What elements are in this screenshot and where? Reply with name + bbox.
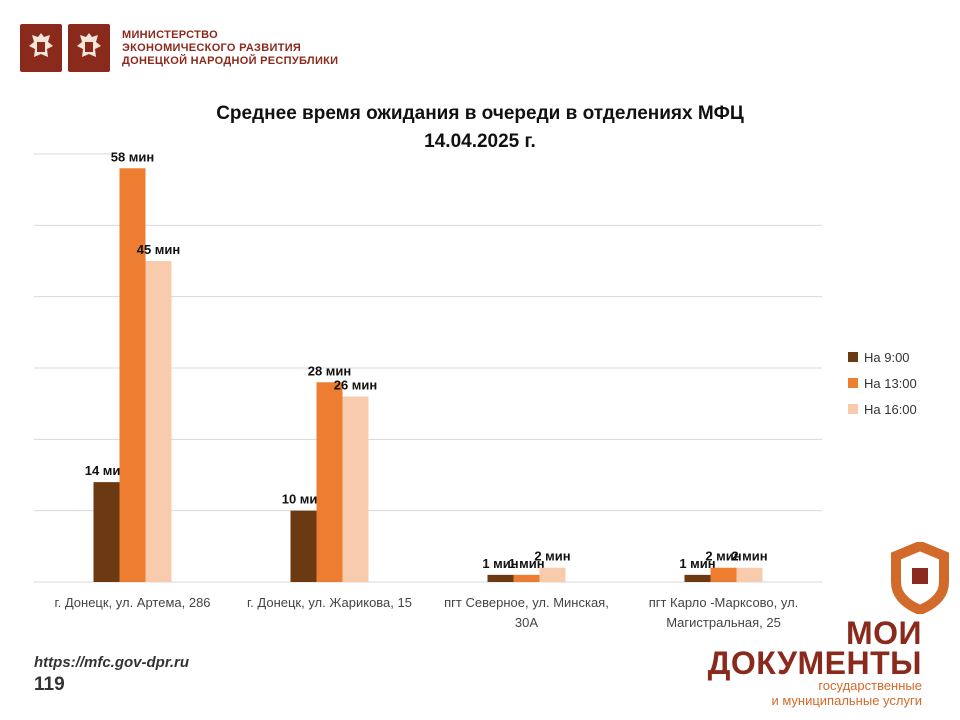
legend-swatch [848, 378, 858, 388]
category-label: пгт Карло -Марксово, ул. [649, 595, 799, 610]
coat-of-arms-icon [68, 24, 110, 72]
ministry-name: МИНИСТЕРСТВО ЭКОНОМИЧЕСКОГО РАЗВИТИЯ ДОН… [122, 29, 338, 68]
category-label: пгт Северное, ул. Минская, [444, 595, 609, 610]
ministry-line: ЭКОНОМИЧЕСКОГО РАЗВИТИЯ [122, 41, 302, 54]
bar [93, 482, 120, 582]
category-label: 30А [515, 615, 538, 630]
category-label: г. Донецк, ул. Артема, 286 [54, 595, 210, 610]
brand-subline: и муниципальные услуги [771, 693, 922, 708]
data-label: 58 мин [111, 149, 155, 164]
category-label: г. Донецк, ул. Жарикова, 15 [247, 595, 412, 610]
site-url: https://mfc.gov-dpr.ru [34, 654, 189, 671]
data-label: 1 мин [482, 556, 518, 571]
bar [710, 567, 737, 582]
chart-title-date: 14.04.2025 г. [424, 131, 536, 152]
legend-item: На 13:00 [848, 370, 917, 396]
ministry-line: МИНИСТЕРСТВО [122, 28, 218, 41]
legend-label: На 9:00 [864, 349, 910, 365]
data-label: 28 мин [308, 363, 352, 378]
ministry-line: ДОНЕЦКОЙ НАРОДНОЙ РЕСПУБЛИКИ [122, 54, 339, 67]
brand-subline: государственные [818, 678, 922, 693]
chart-title: Среднее время ожидания в очереди в отдел… [0, 100, 960, 156]
coat-of-arms-icon [20, 24, 62, 72]
brand-line: МОИ [845, 615, 922, 651]
bar [684, 574, 711, 582]
category-label: Магистральная, 25 [666, 615, 781, 630]
data-label: 45 мин [137, 242, 181, 257]
bar [290, 510, 317, 582]
moi-dokumenty-logo-icon [890, 540, 950, 619]
bar [487, 574, 514, 582]
bar [145, 261, 172, 582]
bar [316, 382, 343, 582]
legend-item: На 16:00 [848, 396, 917, 422]
legend-label: На 13:00 [864, 375, 917, 391]
legend-swatch [848, 352, 858, 362]
header: МИНИСТЕРСТВО ЭКОНОМИЧЕСКОГО РАЗВИТИЯ ДОН… [20, 22, 338, 74]
data-label: 1 мин [679, 556, 715, 571]
brand-block: МОИ ДОКУМЕНТЫ государственные и муниципа… [707, 615, 922, 708]
data-label: 1 мин [508, 556, 544, 571]
bar [342, 396, 369, 582]
bar [736, 567, 763, 582]
chart-legend: На 9:00 На 13:00 На 16:00 [848, 344, 917, 422]
data-label: 26 мин [334, 378, 378, 393]
page-number: 119 [34, 674, 65, 695]
bar [539, 567, 566, 582]
legend-item: На 9:00 [848, 344, 917, 370]
chart-title-main: Среднее время ожидания в очереди в отдел… [216, 103, 744, 124]
data-label: 2 мин [534, 549, 570, 564]
bar [513, 574, 540, 582]
data-label: 14 мин [85, 463, 129, 478]
data-label: 2 мин [731, 549, 767, 564]
legend-swatch [848, 404, 858, 414]
data-label: 2 мин [705, 549, 741, 564]
brand-line: ДОКУМЕНТЫ [707, 645, 922, 681]
bar [119, 168, 146, 582]
data-label: 10 мин [282, 492, 326, 507]
legend-label: На 16:00 [864, 401, 917, 417]
